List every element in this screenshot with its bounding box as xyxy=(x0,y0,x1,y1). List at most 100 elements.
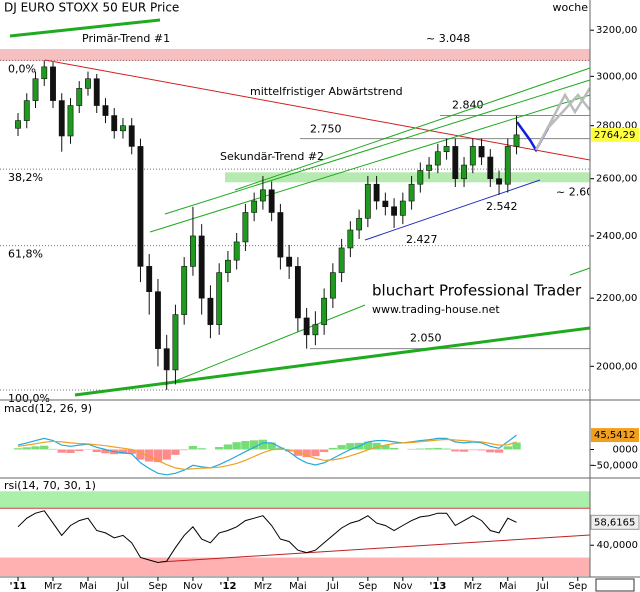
x-tick-label: Mrz xyxy=(254,581,272,592)
rsi-trend xyxy=(159,534,591,563)
annotation: www.trading-house.net xyxy=(372,303,500,316)
y-tick-label: 2000,00 xyxy=(596,361,637,372)
macd-histogram xyxy=(223,444,233,450)
macd-histogram xyxy=(118,449,128,454)
y-tick-label: 2400,00 xyxy=(596,231,637,242)
level-label: 2.542 xyxy=(486,200,518,213)
macd-histogram xyxy=(433,447,442,450)
candle-body xyxy=(478,146,485,158)
candle-body xyxy=(373,183,380,202)
candle-body xyxy=(120,125,126,132)
macd-histogram xyxy=(381,445,390,450)
x-tick-label: Jul xyxy=(536,581,549,592)
candle-body xyxy=(294,266,301,319)
resistance-band xyxy=(0,48,590,61)
x-tick-label: Sep xyxy=(358,581,377,592)
x-tick-label: Jul xyxy=(116,581,129,592)
candle-body xyxy=(128,125,135,147)
candle-body xyxy=(181,266,188,315)
macd-histogram xyxy=(284,449,294,452)
macd-histogram xyxy=(311,449,320,457)
y-tick-label: 2200,00 xyxy=(596,293,637,304)
macd-histogram xyxy=(241,440,250,450)
y-tick-label: 40,0000 xyxy=(597,540,638,551)
level-label: ~ 2.605 xyxy=(556,185,600,198)
macd-histogram xyxy=(232,442,241,450)
candle-body xyxy=(268,189,275,213)
candle-body xyxy=(452,146,459,179)
trend-line xyxy=(9,18,161,38)
fib-label: 0,0% xyxy=(8,62,36,75)
candle-body xyxy=(41,66,48,80)
macd-histogram xyxy=(468,449,477,451)
fib-label: 100,0% xyxy=(8,392,50,405)
candle-body xyxy=(356,217,363,231)
macd-histogram xyxy=(416,448,425,450)
candle-body xyxy=(382,200,389,208)
candle-body xyxy=(286,256,293,267)
macd-histogram xyxy=(276,447,285,450)
macd-histogram xyxy=(302,449,311,458)
candle-body xyxy=(434,151,441,166)
candle-body xyxy=(347,229,354,249)
macd-histogram xyxy=(40,445,49,450)
candle-body xyxy=(487,156,494,179)
candle-body xyxy=(155,291,161,349)
macd-line xyxy=(17,434,517,476)
macd-histogram xyxy=(22,447,31,450)
chart-title: DJ EURO STOXX 50 EUR Price xyxy=(4,1,179,15)
macd-histogram xyxy=(136,449,145,460)
macd-histogram xyxy=(451,449,460,452)
macd-histogram xyxy=(197,448,206,450)
candle-body xyxy=(251,200,258,213)
support-band xyxy=(225,172,590,183)
macd-histogram xyxy=(346,443,355,450)
candle-body xyxy=(504,146,511,185)
candle-body xyxy=(391,206,398,216)
trend-line xyxy=(164,304,366,386)
x-tick-label: Jul xyxy=(326,581,339,592)
candle-body xyxy=(417,170,424,185)
chart-subtitle: woche xyxy=(552,1,588,14)
candle-body xyxy=(207,297,214,325)
rsi-value-box xyxy=(590,514,640,530)
corner-box xyxy=(595,578,635,592)
candle-body xyxy=(513,134,520,147)
y-tick-label: -50,0000 xyxy=(593,460,638,471)
macd-histogram xyxy=(503,446,512,450)
macd-histogram xyxy=(258,439,268,450)
x-tick-label: Nov xyxy=(183,581,203,592)
macd-histogram xyxy=(162,449,171,460)
candle-body xyxy=(172,314,179,371)
x-tick-label: Mai xyxy=(289,581,307,592)
candle-body xyxy=(102,105,109,116)
candle-body xyxy=(93,78,100,106)
x-tick-label: Nov xyxy=(393,581,413,592)
macd-histogram xyxy=(512,442,521,450)
x-tick-label: Mai xyxy=(499,581,517,592)
macd-histogram xyxy=(293,449,303,456)
level-label: 2.427 xyxy=(406,233,438,246)
x-tick-label: '13 xyxy=(429,581,446,592)
candle-body xyxy=(233,241,240,261)
x-tick-label: Mrz xyxy=(464,581,482,592)
candle-body xyxy=(163,348,170,371)
macd-histogram xyxy=(48,448,58,450)
x-tick-label: Mrz xyxy=(44,581,62,592)
forecast-arrow-alt xyxy=(547,93,591,129)
candle-body xyxy=(426,164,432,171)
candle-body xyxy=(259,189,266,202)
trend-line xyxy=(74,326,591,397)
candle-body xyxy=(321,297,328,325)
panel-title: rsi(14, 70, 30, 1) xyxy=(4,479,96,492)
candle-body xyxy=(32,78,39,101)
macd-histogram xyxy=(328,447,338,450)
macd-histogram xyxy=(153,449,163,463)
macd-histogram xyxy=(180,449,189,451)
macd-histogram xyxy=(171,449,180,455)
rsi-value-label: 58,6165 xyxy=(594,517,635,528)
macd-histogram xyxy=(57,449,66,453)
candle-body xyxy=(137,146,144,267)
trend-line xyxy=(164,79,591,215)
x-tick-label: '11 xyxy=(10,581,27,592)
